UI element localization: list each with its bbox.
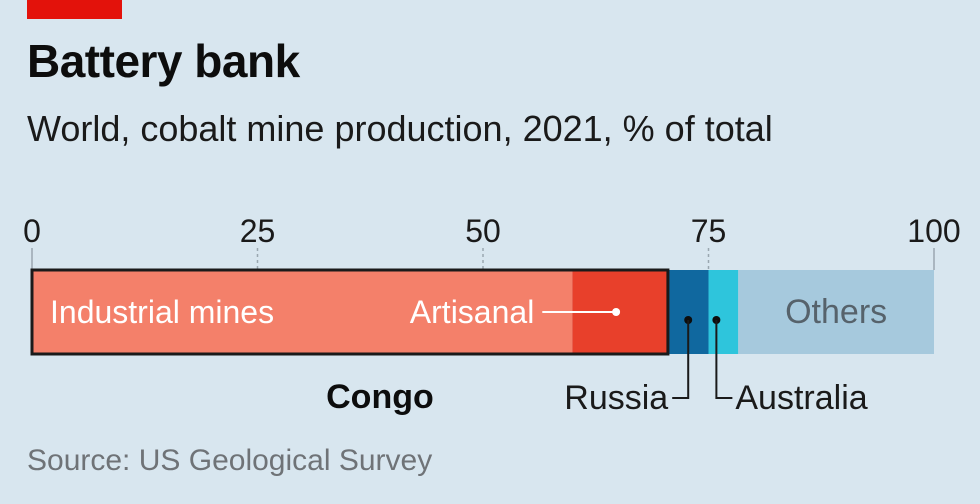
- australia-leader: [715, 320, 733, 399]
- bar-segment: [32, 270, 573, 354]
- stacked-bar: [30, 268, 934, 356]
- label-congo: Congo: [326, 378, 434, 416]
- bar-segment: [738, 270, 934, 354]
- x-tick-label: 0: [23, 213, 41, 249]
- segment-labels: Industrial mines Artisanal Others Congo Russ…: [50, 293, 887, 417]
- x-tick-label: 100: [907, 213, 960, 249]
- label-others: Others: [785, 293, 887, 331]
- gridlines: [31, 248, 935, 270]
- russia-leader: [672, 320, 690, 399]
- bar-segment: [708, 270, 739, 354]
- x-tick-label: 25: [240, 213, 276, 249]
- chart-title: Battery bank: [27, 35, 300, 87]
- chart-subtitle: World, cobalt mine production, 2021, % o…: [27, 108, 773, 149]
- brand-tag: [27, 0, 122, 19]
- x-tick-label: 75: [691, 213, 727, 249]
- x-tick-labels: 0 25 50 75 100: [23, 213, 961, 249]
- source-note: Source: US Geological Survey: [27, 444, 433, 477]
- label-industrial-mines: Industrial mines: [50, 294, 274, 330]
- congo-outline: [30, 268, 670, 356]
- artisanal-dot: [612, 308, 621, 316]
- x-tick-label: 50: [465, 213, 501, 249]
- label-russia: Russia: [564, 379, 668, 417]
- label-artisanal: Artisanal: [410, 294, 535, 330]
- label-australia: Australia: [735, 379, 867, 417]
